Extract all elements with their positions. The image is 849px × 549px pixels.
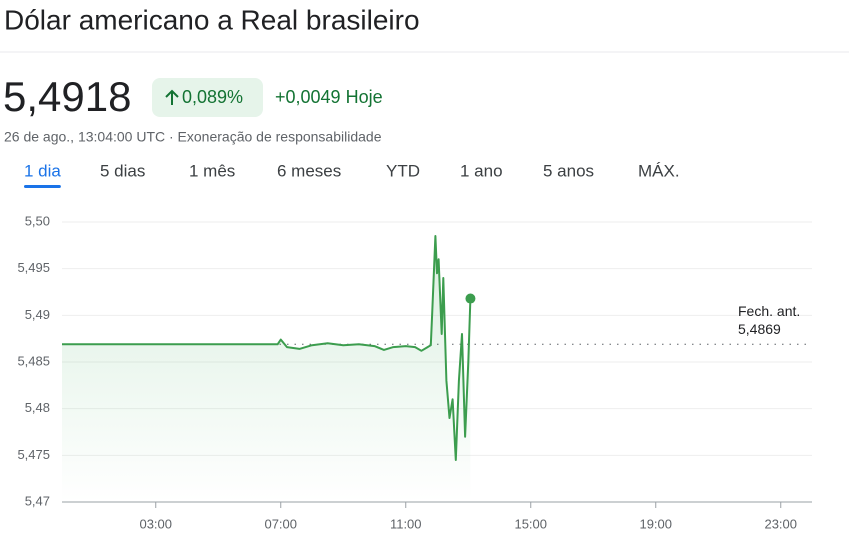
tab[interactable]: MÁX.: [638, 161, 680, 180]
y-tick-label: 5,47: [25, 493, 50, 508]
x-tick-label: 07:00: [264, 516, 297, 531]
y-tick-label: 5,475: [17, 447, 50, 462]
tab-bar: 1 dia 5 dias 1 mês 6 meses YTD 1 ano 5 anos MÁX…: [24, 161, 680, 188]
y-tick-label: 5,48: [25, 400, 50, 415]
x-tick-label: 19:00: [639, 516, 672, 531]
y-tick-label: 5,50: [25, 213, 50, 228]
tab-underline: [24, 185, 61, 188]
reference-value: 5,4869: [738, 321, 781, 337]
price-line: [62, 235, 472, 461]
title: Dólar americano a Real brasileiro: [4, 4, 420, 35]
x-tick-label: 23:00: [764, 516, 797, 531]
tab[interactable]: 6 meses: [277, 161, 341, 180]
area: [62, 236, 471, 502]
y-tick-label: 5,485: [17, 353, 50, 368]
tab[interactable]: 1 mês: [189, 161, 235, 180]
chart: 5,47 5,475 5,48 5,485 5,49 5,495 5,50 03:00 07:0…: [17, 213, 812, 531]
change-badge: [152, 78, 263, 117]
last-point: [465, 293, 476, 304]
y-tick-label: 5,49: [25, 307, 50, 322]
timestamp: 26 de ago., 13:04:00 UTC · Exoneração de…: [4, 129, 382, 145]
tab[interactable]: YTD: [386, 161, 420, 180]
x-tick-label: 11:00: [390, 516, 422, 531]
change-absolute: +0,0049 Hoje: [275, 87, 383, 107]
x-tick-label: 03:00: [139, 516, 172, 531]
tab[interactable]: 1 ano: [460, 161, 503, 180]
tab[interactable]: 5 anos: [543, 161, 594, 180]
change-percent: 0,089%: [182, 87, 243, 107]
up-arrow-icon: [165, 89, 179, 105]
tab[interactable]: 5 dias: [100, 161, 145, 180]
x-tick-label: 15:00: [514, 516, 547, 531]
price: 5,4918: [3, 73, 131, 120]
y-tick-label: 5,495: [17, 260, 50, 275]
reference-label: Fech. ant.: [738, 303, 800, 319]
tab[interactable]: 1 dia: [24, 161, 61, 180]
